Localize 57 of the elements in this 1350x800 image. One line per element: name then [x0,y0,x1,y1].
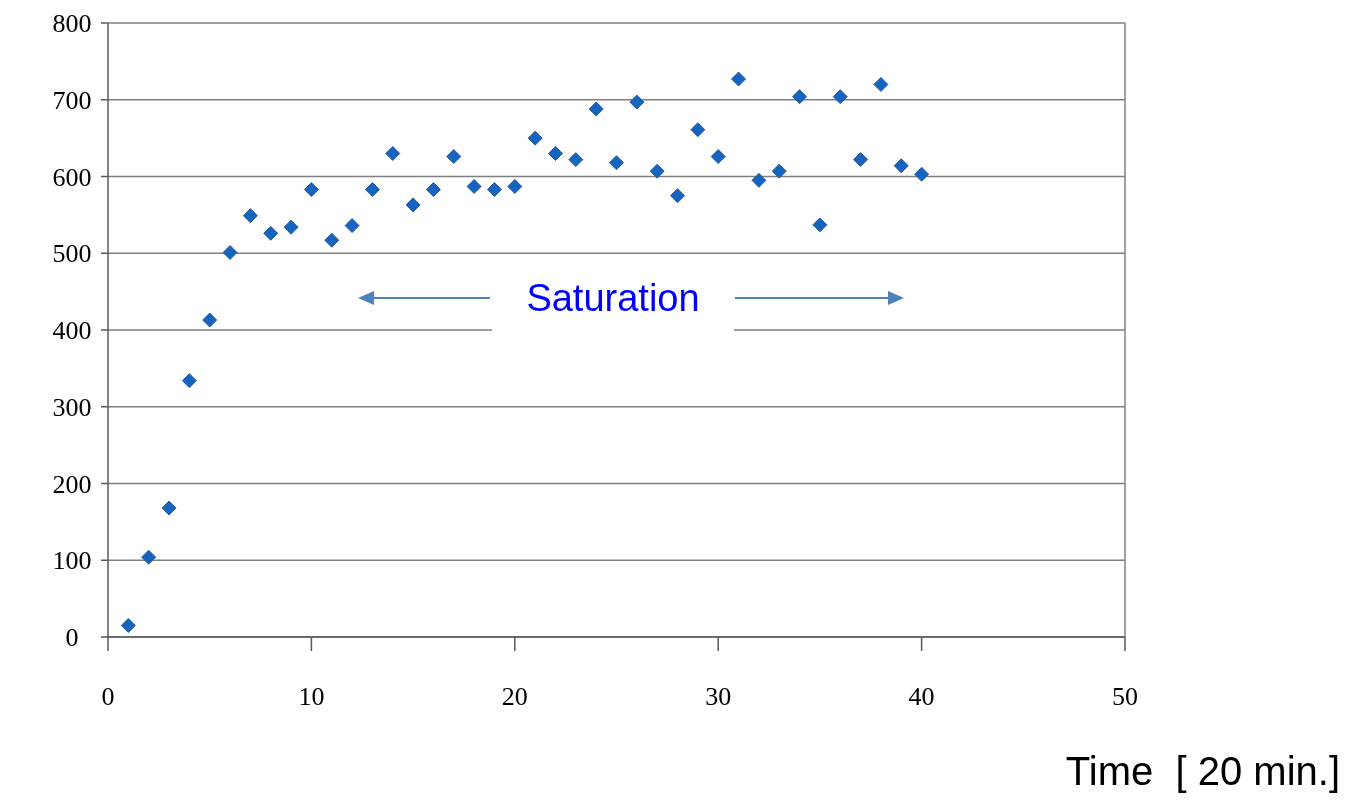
y-tick-label: 800 [52,9,92,39]
point [832,89,848,105]
point [710,149,726,165]
point [690,122,706,138]
point [873,76,889,92]
point [405,197,421,213]
point [181,373,197,389]
point [568,152,584,168]
y-tick-label: 300 [52,392,92,422]
point [914,166,930,182]
point [161,500,177,516]
x-tick-label: 20 [501,682,528,711]
point [120,617,136,633]
y-tick-label: 100 [52,546,92,576]
y-tick-label: 0 [65,623,79,653]
point [364,182,380,198]
x-tick-label: 50 [1112,682,1138,711]
point [283,219,299,235]
y-tick-label: 400 [52,316,92,346]
point [527,130,543,146]
point [202,312,218,328]
point [385,145,401,161]
point [812,217,828,233]
x-axis-title: Time [ 20 min.] [1065,749,1340,793]
point [893,158,909,174]
y-tick-label: 700 [52,85,92,115]
x-tick-label: 40 [908,682,935,711]
point [731,71,747,87]
point [466,178,482,194]
x-tick-label: 30 [705,682,732,711]
point [263,225,279,241]
point [751,172,767,188]
y-tick-label: 200 [52,469,92,499]
y-tick-label: 600 [52,162,92,192]
point [486,182,502,198]
point [853,152,869,168]
point [547,145,563,161]
point [303,182,319,198]
point [629,94,645,110]
point [507,178,523,194]
point [222,244,238,260]
point [771,163,787,179]
point [792,89,808,105]
y-tick-label: 500 [52,239,92,269]
x-tick-label: 10 [298,682,325,711]
point [609,155,624,171]
point [649,163,665,179]
point [425,182,441,198]
annotation: Saturation [526,277,700,320]
point [446,149,462,165]
point [141,549,157,565]
point [324,232,340,248]
point [670,188,686,204]
point [242,208,258,224]
x-tick-label: 0 [101,682,115,711]
point [344,218,360,234]
point [588,101,604,117]
